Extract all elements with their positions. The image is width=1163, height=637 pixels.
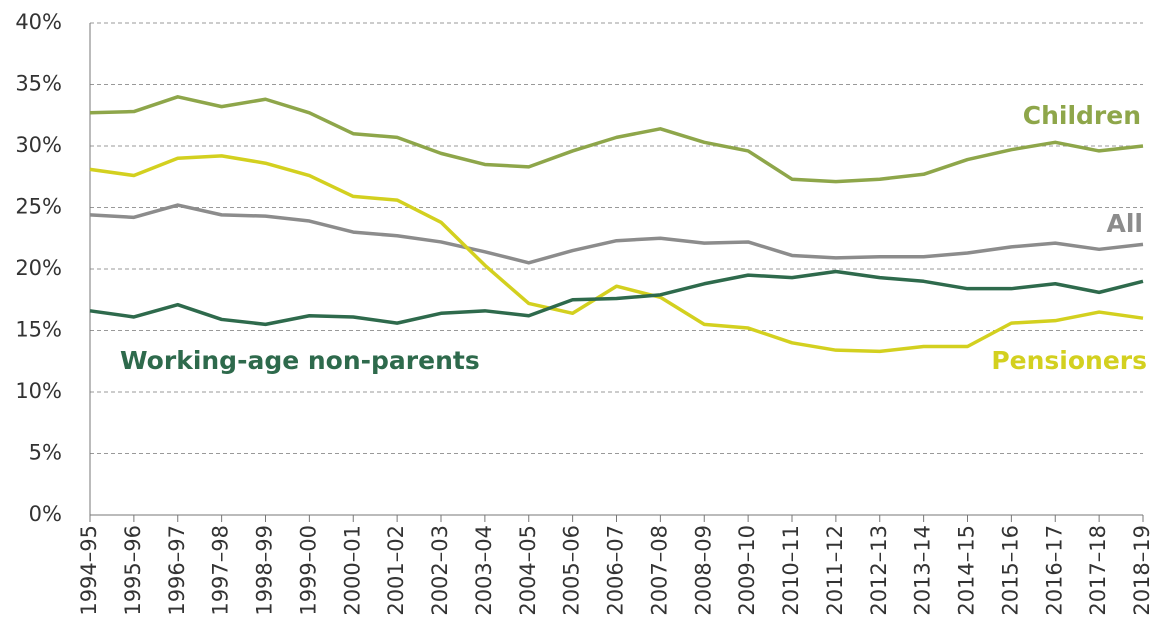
x-tick-label: 2001–02 xyxy=(384,525,408,616)
x-tick-label: 2008–09 xyxy=(691,525,715,616)
x-tick-label: 2005–06 xyxy=(560,525,584,616)
series-label: Children xyxy=(1023,101,1141,130)
x-tick-label: 1996–97 xyxy=(165,525,189,616)
series-line xyxy=(89,95,1144,184)
x-tick-label: 2017–18 xyxy=(1086,525,1110,616)
x-tick-label: 2016–17 xyxy=(1042,525,1066,616)
x-tick-label: 2010–11 xyxy=(779,525,803,616)
y-tick-label: 30% xyxy=(15,133,62,157)
x-tick-label: 2011–12 xyxy=(823,525,847,616)
x-tick-label: 1995–96 xyxy=(121,525,145,616)
x-tick-label: 1998–99 xyxy=(253,525,277,616)
x-tick-label: 1994–95 xyxy=(77,525,101,616)
x-tick-label: 2003–04 xyxy=(472,525,496,616)
x-tick-label: 2015–16 xyxy=(998,525,1022,616)
x-tick-label: 2012–13 xyxy=(867,525,891,616)
y-tick-label: 10% xyxy=(15,379,62,403)
x-tick-label: 2004–05 xyxy=(516,525,540,616)
x-tick-label: 2009–10 xyxy=(735,525,759,616)
x-tick-label: 2013–14 xyxy=(911,525,935,616)
y-tick-label: 25% xyxy=(15,195,62,219)
series-line xyxy=(89,269,1144,327)
y-tick-label: 5% xyxy=(29,441,62,465)
y-tick-label: 35% xyxy=(15,72,62,96)
x-tick-label: 1999–00 xyxy=(296,525,320,616)
x-tick-label: 2000–01 xyxy=(340,525,364,616)
series-line xyxy=(89,154,1144,354)
series-label: Working-age non-parents xyxy=(120,346,480,375)
x-tick-label: 2006–07 xyxy=(604,525,628,616)
y-tick-label: 20% xyxy=(15,256,62,280)
series-label: All xyxy=(1107,209,1144,238)
series-label: Pensioners xyxy=(991,346,1147,375)
series-line xyxy=(89,203,1144,265)
y-tick-label: 15% xyxy=(15,318,62,342)
x-tick-label: 1997–98 xyxy=(209,525,233,616)
y-tick-label: 40% xyxy=(15,10,62,34)
x-tick-label: 2014–15 xyxy=(955,525,979,616)
x-tick-label: 2007–08 xyxy=(647,525,671,616)
x-tick-label: 2018–19 xyxy=(1130,525,1154,616)
y-tick-label: 0% xyxy=(29,502,62,526)
x-tick-label: 2002–03 xyxy=(428,525,452,616)
